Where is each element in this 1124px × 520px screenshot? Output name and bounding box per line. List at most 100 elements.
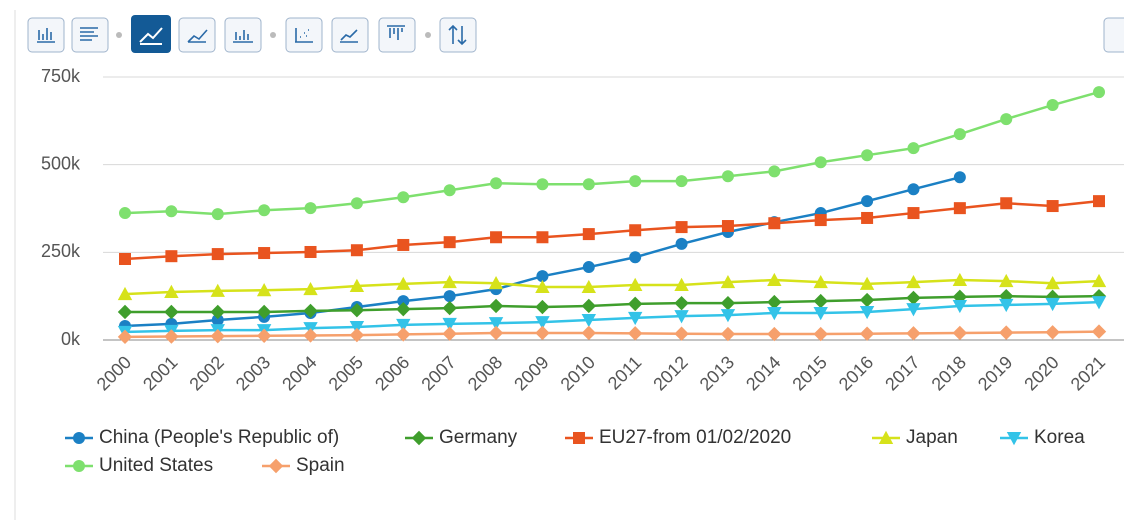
x-tick-label: 2006: [371, 352, 413, 394]
icon: [187, 29, 208, 43]
series-line: [125, 294, 1100, 314]
data-point: [349, 302, 365, 318]
data-point: [629, 224, 642, 237]
data-point: [859, 326, 875, 341]
stacked-button[interactable]: [378, 17, 416, 53]
data-point: [720, 326, 736, 342]
y-tick-label: 0k: [61, 329, 81, 349]
legend-label: Japan: [906, 427, 958, 448]
data-point: [767, 306, 782, 321]
data-point: [906, 303, 921, 317]
data-point: [906, 274, 921, 289]
data-point: [675, 221, 688, 234]
x-tick-label: 2001: [139, 352, 181, 394]
separator: [116, 32, 122, 38]
data-point: [814, 156, 827, 169]
data-point: [720, 295, 736, 311]
data-point: [674, 310, 689, 324]
data-point: [907, 142, 920, 155]
symbol-chart-button[interactable]: [224, 17, 262, 53]
x-tick-label: 2010: [557, 352, 599, 394]
data-point: [256, 328, 272, 343]
data-point: [536, 231, 549, 244]
x-tick-label: 2014: [742, 352, 784, 394]
data-point: [396, 318, 411, 333]
data-point: [768, 165, 781, 178]
scatter-button[interactable]: [285, 17, 323, 53]
data-point: [442, 300, 457, 316]
data-point: [535, 299, 550, 315]
data-point: [119, 207, 131, 220]
data-point: [859, 292, 875, 308]
row-chart-button[interactable]: [71, 17, 109, 53]
data-point: [627, 277, 643, 291]
legend-marker: [573, 432, 585, 444]
x-tick-label: 2017: [881, 352, 923, 394]
x-tick-label: 2003: [232, 352, 274, 394]
data-point: [488, 325, 504, 341]
legend-label: Spain: [296, 455, 345, 476]
data-point: [117, 304, 133, 320]
data-point: [859, 276, 875, 290]
data-point: [258, 247, 271, 260]
data-point: [582, 261, 595, 274]
bar-chart-button[interactable]: [27, 17, 65, 53]
data-point: [861, 149, 874, 162]
data-point: [443, 290, 456, 303]
series-line: [124, 90, 1100, 216]
data-point: [1091, 273, 1107, 288]
data-point: [164, 304, 179, 320]
fullscreen-button[interactable]: [1103, 17, 1124, 53]
legend-marker: [73, 432, 85, 444]
sort-button[interactable]: [439, 17, 477, 53]
data-point: [349, 321, 365, 335]
data-point: [488, 317, 504, 331]
line-chart-button[interactable]: [131, 15, 171, 53]
separator: [270, 32, 276, 38]
area-chart-button[interactable]: [178, 17, 216, 53]
data-point: [861, 195, 874, 208]
timeline-button[interactable]: [331, 17, 369, 53]
data-point: [117, 329, 133, 345]
icon: [387, 25, 405, 40]
x-tick-label: 2012: [649, 352, 691, 394]
data-point: [211, 208, 224, 221]
data-point: [675, 175, 688, 188]
data-point: [396, 276, 411, 290]
separator: [425, 32, 431, 38]
data-point: [581, 298, 597, 314]
data-point: [906, 326, 921, 341]
data-point: [443, 236, 456, 249]
data-point: [674, 295, 689, 311]
data-point: [768, 217, 781, 230]
data-point: [442, 317, 457, 332]
data-point: [907, 207, 920, 220]
legend-marker: [73, 460, 85, 472]
data-point: [397, 295, 410, 308]
data-point: [349, 327, 365, 343]
data-point: [953, 128, 966, 141]
y-tick-label: 500k: [41, 153, 81, 173]
x-tick-label: 2013: [696, 352, 738, 394]
x-tick-label: 2020: [1020, 352, 1062, 394]
data-point: [164, 284, 179, 298]
x-tick-label: 2004: [278, 352, 320, 394]
data-point: [582, 228, 595, 241]
data-point: [350, 244, 363, 257]
data-point: [813, 326, 828, 342]
x-tick-label: 2009: [510, 352, 552, 394]
y-tick-label: 750k: [41, 66, 81, 86]
data-point: [210, 304, 225, 320]
data-point: [952, 299, 968, 314]
data-point: [907, 183, 920, 196]
data-point: [443, 184, 456, 197]
x-tick-label: 2015: [788, 352, 830, 394]
data-point: [535, 316, 550, 330]
data-point: [861, 211, 874, 224]
data-point: [211, 248, 224, 261]
icon: [139, 27, 163, 45]
data-point: [210, 328, 225, 344]
data-point: [490, 231, 503, 244]
data-point: [1045, 297, 1060, 312]
data-point: [1046, 200, 1059, 213]
